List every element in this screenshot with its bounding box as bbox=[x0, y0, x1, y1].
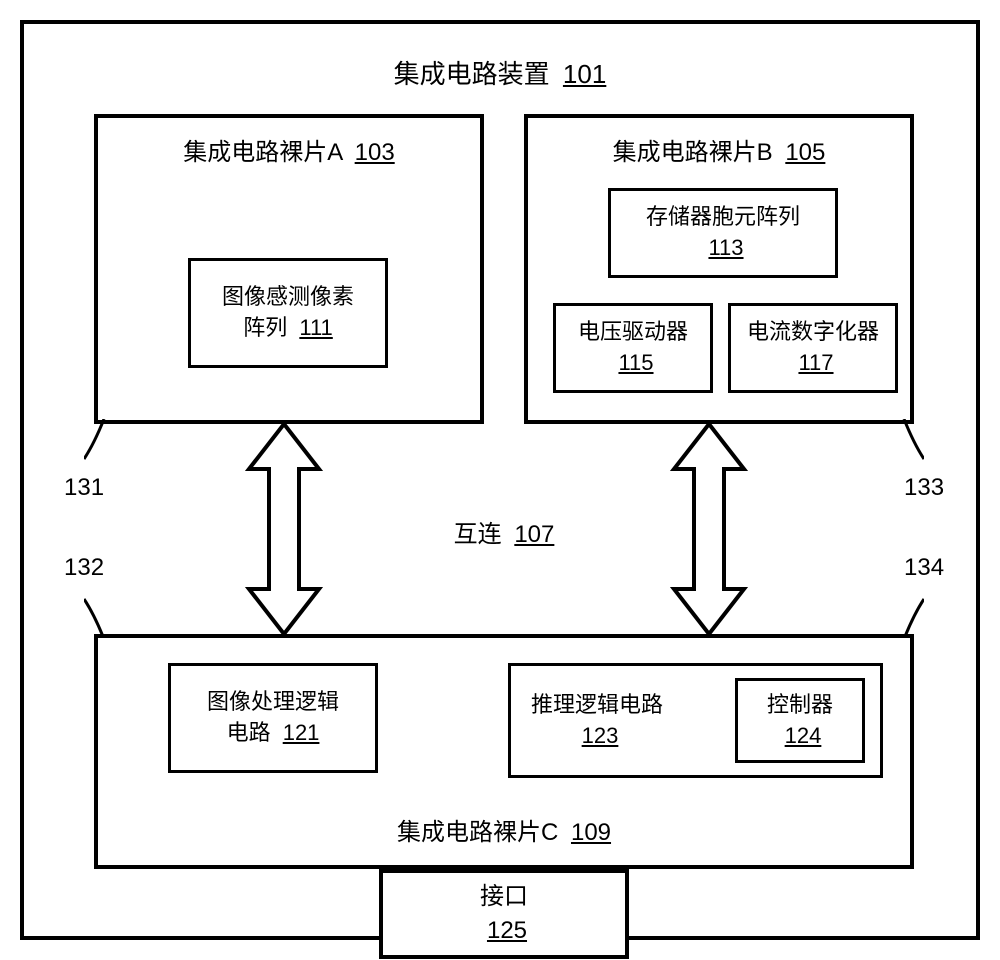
controller-label: 控制器 bbox=[767, 690, 833, 721]
interconnect-ref: 107 bbox=[514, 521, 554, 548]
pixel-array-box: 图像感测像素 阵列 111 bbox=[188, 258, 388, 368]
volt-driver-box: 电压驱动器 115 bbox=[553, 303, 713, 393]
interconnect-text: 互连 bbox=[454, 521, 502, 548]
pixel-array-l2-text: 阵列 bbox=[243, 315, 287, 340]
infer-logic-box: 推理逻辑电路 123 控制器 124 bbox=[508, 663, 883, 778]
infer-logic-label: 推理逻辑电路 bbox=[531, 690, 663, 721]
conn-ref-tl: 131 bbox=[64, 474, 104, 502]
ic-device-frame: 集成电路装置 101 集成电路裸片A 103 图像感测像素 阵列 111 集成电… bbox=[20, 20, 980, 940]
arrow-left bbox=[239, 424, 329, 634]
mem-array-ref: 113 bbox=[708, 233, 743, 264]
img-logic-box: 图像处理逻辑 电路 121 bbox=[168, 663, 378, 773]
device-title: 集成电路装置 101 bbox=[24, 54, 976, 91]
conn-ref-bl: 132 bbox=[64, 554, 104, 582]
controller-ref: 124 bbox=[785, 721, 822, 752]
img-logic-l2: 电路 121 bbox=[227, 718, 320, 749]
die-b-title-text: 集成电路裸片B bbox=[613, 139, 773, 166]
tick-tr bbox=[884, 419, 924, 469]
conn-ref-br: 134 bbox=[904, 554, 944, 582]
curr-digit-box: 电流数字化器 117 bbox=[728, 303, 898, 393]
pixel-array-l2: 阵列 111 bbox=[243, 313, 333, 344]
curr-digit-label: 电流数字化器 bbox=[747, 317, 879, 348]
img-logic-l1: 图像处理逻辑 bbox=[207, 687, 339, 718]
die-c-title: 集成电路裸片C 109 bbox=[98, 816, 910, 850]
interface-label: 接口 bbox=[480, 880, 528, 914]
mem-array-box: 存储器胞元阵列 113 bbox=[608, 188, 838, 278]
mem-array-label: 存储器胞元阵列 bbox=[646, 202, 800, 233]
interface-box: 接口 125 bbox=[379, 869, 629, 959]
img-logic-l2-text: 电路 bbox=[227, 720, 271, 745]
die-b-title-ref: 105 bbox=[785, 139, 825, 166]
interconnect-label: 互连 107 bbox=[424, 514, 584, 549]
arrow-right bbox=[664, 424, 754, 634]
controller-box: 控制器 124 bbox=[735, 678, 865, 763]
interface-ref: 125 bbox=[487, 914, 527, 948]
die-a-title-ref: 103 bbox=[355, 139, 395, 166]
volt-driver-label: 电压驱动器 bbox=[578, 317, 688, 348]
curr-digit-ref: 117 bbox=[798, 348, 833, 379]
die-a-title-text: 集成电路裸片A bbox=[183, 139, 342, 166]
volt-driver-ref: 115 bbox=[618, 348, 653, 379]
infer-logic-ref: 123 bbox=[582, 721, 619, 752]
die-c-title-ref: 109 bbox=[571, 819, 611, 846]
pixel-array-l1: 图像感测像素 bbox=[222, 282, 354, 313]
tick-tl bbox=[84, 419, 124, 469]
die-a: 集成电路裸片A 103 图像感测像素 阵列 111 bbox=[94, 114, 484, 424]
die-c: 图像处理逻辑 电路 121 推理逻辑电路 123 控制器 124 集成电路裸片C… bbox=[94, 634, 914, 869]
conn-ref-tr: 133 bbox=[904, 474, 944, 502]
die-b: 集成电路裸片B 105 存储器胞元阵列 113 电压驱动器 115 电流数字化器… bbox=[524, 114, 914, 424]
img-logic-ref: 121 bbox=[283, 720, 320, 745]
tick-br bbox=[884, 589, 924, 639]
die-b-title: 集成电路裸片B 105 bbox=[528, 136, 910, 170]
tick-bl bbox=[84, 589, 124, 639]
die-c-title-text: 集成电路裸片C bbox=[397, 819, 558, 846]
device-title-ref: 101 bbox=[563, 59, 606, 89]
device-title-text: 集成电路装置 bbox=[394, 59, 550, 89]
die-a-title: 集成电路裸片A 103 bbox=[98, 136, 480, 170]
pixel-array-ref: 111 bbox=[299, 315, 332, 340]
